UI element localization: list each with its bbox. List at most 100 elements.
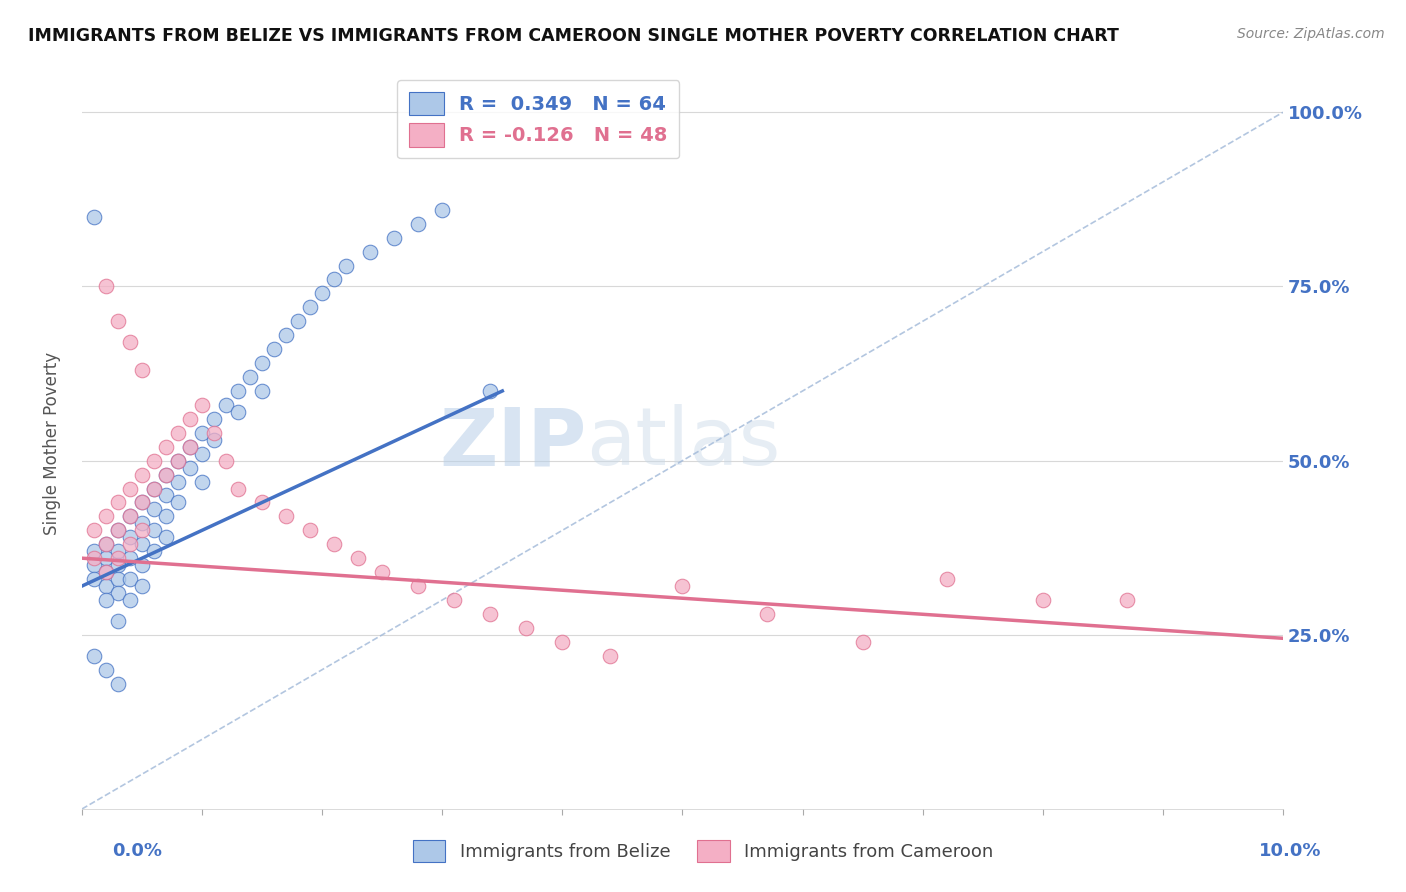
Point	[131, 495, 153, 509]
Point	[406, 217, 429, 231]
Point	[191, 425, 214, 440]
Point	[226, 384, 249, 398]
Point	[107, 614, 129, 628]
Point	[107, 572, 129, 586]
Point	[167, 425, 190, 440]
Point	[107, 586, 129, 600]
Text: atlas: atlas	[586, 404, 780, 483]
Point	[118, 509, 141, 524]
Point	[250, 495, 273, 509]
Point	[94, 565, 117, 579]
Point	[131, 579, 153, 593]
Point	[479, 384, 502, 398]
Point	[299, 301, 322, 315]
Point	[1115, 593, 1137, 607]
Point	[94, 509, 117, 524]
Point	[118, 335, 141, 350]
Point	[94, 279, 117, 293]
Text: ZIP: ZIP	[439, 404, 586, 483]
Text: Source: ZipAtlas.com: Source: ZipAtlas.com	[1237, 27, 1385, 41]
Point	[323, 537, 346, 551]
Point	[107, 314, 129, 328]
Point	[215, 398, 238, 412]
Point	[94, 565, 117, 579]
Point	[131, 537, 153, 551]
Point	[107, 524, 129, 538]
Point	[323, 272, 346, 286]
Point	[250, 356, 273, 370]
Point	[155, 530, 177, 544]
Point	[83, 544, 105, 558]
Point	[599, 648, 621, 663]
Point	[167, 495, 190, 509]
Point	[118, 593, 141, 607]
Point	[94, 579, 117, 593]
Point	[107, 544, 129, 558]
Point	[107, 524, 129, 538]
Point	[143, 482, 166, 496]
Point	[226, 482, 249, 496]
Point	[755, 607, 778, 621]
Point	[443, 593, 465, 607]
Point	[83, 210, 105, 224]
Point	[94, 551, 117, 566]
Point	[551, 634, 574, 648]
Point	[143, 502, 166, 516]
Point	[226, 405, 249, 419]
Point	[935, 572, 957, 586]
Text: 0.0%: 0.0%	[112, 842, 163, 860]
Point	[167, 453, 190, 467]
Point	[167, 475, 190, 489]
Text: IMMIGRANTS FROM BELIZE VS IMMIGRANTS FROM CAMEROON SINGLE MOTHER POVERTY CORRELA: IMMIGRANTS FROM BELIZE VS IMMIGRANTS FRO…	[28, 27, 1119, 45]
Point	[143, 453, 166, 467]
Point	[83, 648, 105, 663]
Point	[335, 259, 357, 273]
Point	[155, 467, 177, 482]
Point	[479, 607, 502, 621]
Point	[107, 676, 129, 690]
Point	[131, 558, 153, 573]
Point	[179, 460, 201, 475]
Point	[179, 412, 201, 426]
Point	[131, 495, 153, 509]
Y-axis label: Single Mother Poverty: Single Mother Poverty	[44, 351, 60, 535]
Point	[143, 482, 166, 496]
Point	[83, 572, 105, 586]
Point	[167, 453, 190, 467]
Point	[131, 516, 153, 531]
Point	[83, 558, 105, 573]
Point	[83, 551, 105, 566]
Point	[202, 433, 225, 447]
Legend: R =  0.349   N = 64, R = -0.126   N = 48: R = 0.349 N = 64, R = -0.126 N = 48	[398, 80, 679, 159]
Point	[359, 244, 381, 259]
Point	[347, 551, 370, 566]
Text: 10.0%: 10.0%	[1260, 842, 1322, 860]
Point	[83, 524, 105, 538]
Point	[515, 621, 537, 635]
Point	[94, 663, 117, 677]
Point	[131, 467, 153, 482]
Point	[1032, 593, 1054, 607]
Point	[107, 558, 129, 573]
Point	[191, 398, 214, 412]
Point	[94, 537, 117, 551]
Point	[382, 230, 405, 244]
Point	[239, 370, 262, 384]
Point	[155, 488, 177, 502]
Legend: Immigrants from Belize, Immigrants from Cameroon: Immigrants from Belize, Immigrants from …	[405, 833, 1001, 870]
Point	[143, 544, 166, 558]
Point	[155, 467, 177, 482]
Point	[202, 412, 225, 426]
Point	[131, 524, 153, 538]
Point	[191, 475, 214, 489]
Point	[276, 328, 298, 343]
Point	[155, 440, 177, 454]
Point	[202, 425, 225, 440]
Point	[131, 363, 153, 377]
Point	[852, 634, 875, 648]
Point	[287, 314, 309, 328]
Point	[276, 509, 298, 524]
Point	[215, 453, 238, 467]
Point	[179, 440, 201, 454]
Point	[107, 495, 129, 509]
